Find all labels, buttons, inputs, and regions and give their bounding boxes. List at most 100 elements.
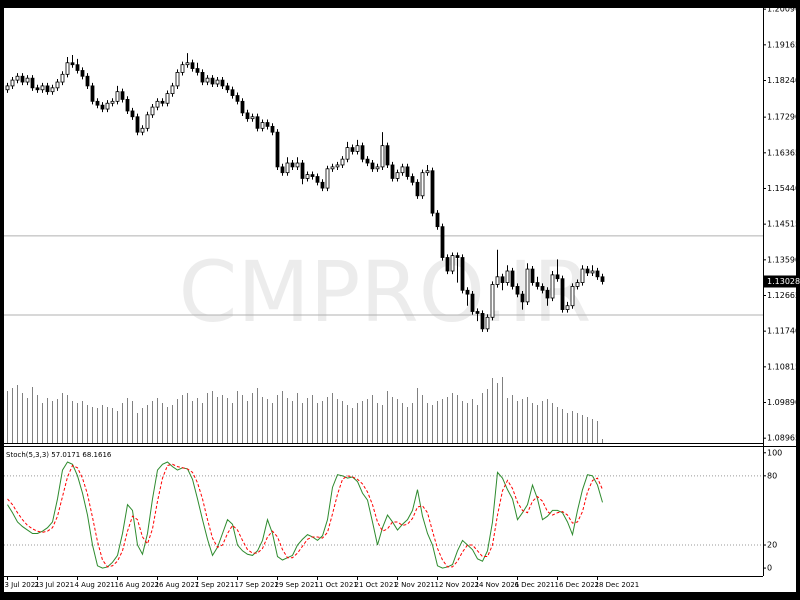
candle-body bbox=[385, 145, 390, 166]
candle-body bbox=[350, 147, 355, 152]
candle-body bbox=[490, 284, 495, 318]
candle-body bbox=[35, 87, 40, 91]
candle-body bbox=[575, 282, 580, 287]
candle-body bbox=[260, 122, 265, 129]
candle-body bbox=[110, 100, 115, 104]
candle-body bbox=[345, 147, 350, 160]
candle-body bbox=[440, 226, 445, 258]
candle-body bbox=[100, 104, 105, 110]
candle-body bbox=[365, 158, 370, 164]
y-tick-label: 100 bbox=[767, 448, 782, 457]
candle-body bbox=[595, 270, 600, 278]
candle-body bbox=[185, 62, 190, 66]
x-tick-label: 4 Aug 2021 bbox=[75, 581, 115, 589]
candle-body bbox=[515, 286, 520, 295]
y-tick-label: 1.15440 bbox=[767, 184, 800, 193]
x-tick-label: 26 Aug 2021 bbox=[155, 581, 200, 589]
candle-body bbox=[310, 174, 315, 177]
x-tick-label: 23 Jul 2021 bbox=[35, 581, 75, 589]
candle-body bbox=[390, 164, 395, 179]
candle-body bbox=[275, 131, 280, 168]
candle-body bbox=[125, 98, 130, 112]
candle-body bbox=[450, 255, 455, 272]
candle-body bbox=[30, 77, 35, 89]
candle-body bbox=[470, 293, 475, 312]
candle-body bbox=[375, 166, 380, 170]
candle-body bbox=[465, 289, 470, 295]
candle-body bbox=[410, 176, 415, 183]
candle-body bbox=[140, 127, 145, 133]
candle-body bbox=[435, 212, 440, 228]
x-tick-label: 6 Dec 2021 bbox=[515, 581, 555, 589]
candle-body bbox=[550, 274, 555, 299]
candle-body bbox=[210, 77, 215, 85]
candle-body bbox=[65, 62, 70, 75]
candle-body bbox=[430, 170, 435, 214]
candle-body bbox=[405, 166, 410, 177]
candle-body bbox=[60, 73, 65, 83]
candle-body bbox=[135, 116, 140, 133]
candle-body bbox=[145, 114, 150, 129]
candle-body bbox=[230, 89, 235, 96]
candle-body bbox=[175, 72, 180, 87]
candle-body bbox=[325, 168, 330, 189]
y-tick-label: 1.17290 bbox=[767, 113, 800, 122]
candle-body bbox=[460, 257, 465, 291]
candle-body bbox=[540, 286, 545, 291]
candle-body bbox=[475, 311, 480, 314]
x-tick-label: 7 Sep 2021 bbox=[195, 581, 235, 589]
candle-body bbox=[500, 276, 505, 283]
y-tick-label: 1.10815 bbox=[767, 362, 800, 371]
candle-body bbox=[70, 62, 75, 66]
candle-body bbox=[285, 162, 290, 174]
candle-body bbox=[105, 102, 110, 110]
candle-body bbox=[225, 85, 230, 91]
candle-body bbox=[485, 316, 490, 330]
candle-body bbox=[355, 145, 360, 152]
x-tick-label: 24 Nov 2021 bbox=[475, 581, 520, 589]
candle-body bbox=[455, 255, 460, 258]
candle-body bbox=[250, 116, 255, 120]
candle-body bbox=[25, 77, 30, 83]
candle-body bbox=[370, 162, 375, 170]
candle-body bbox=[330, 166, 335, 170]
candle-body bbox=[270, 125, 275, 133]
candle-body bbox=[50, 87, 55, 93]
candle-body bbox=[510, 270, 515, 287]
candle-body bbox=[525, 268, 530, 303]
candle-body bbox=[75, 64, 80, 71]
candle-body bbox=[150, 106, 155, 116]
x-tick-label: 29 Sep 2021 bbox=[275, 581, 319, 589]
candle-body bbox=[200, 72, 205, 83]
candle-body bbox=[90, 85, 95, 102]
price-tag bbox=[764, 275, 796, 288]
stochastic-line bbox=[7, 463, 603, 568]
candle-body bbox=[155, 100, 160, 108]
y-tick-label: 20 bbox=[767, 541, 777, 550]
y-tick-label: 0 bbox=[767, 564, 772, 573]
candle-body bbox=[560, 278, 565, 310]
candle-body bbox=[545, 289, 550, 299]
candle-body bbox=[215, 79, 220, 85]
x-tick-label: 17 Sep 2021 bbox=[235, 581, 279, 589]
x-tick-label: 12 Nov 2021 bbox=[435, 581, 480, 589]
y-tick-label: 1.18240 bbox=[767, 76, 800, 85]
candle-body bbox=[130, 110, 135, 118]
candle-body bbox=[120, 91, 125, 100]
y-tick-label: 1.16365 bbox=[767, 148, 800, 157]
candle-body bbox=[40, 85, 45, 91]
candle-body bbox=[255, 116, 260, 129]
candle-body bbox=[415, 181, 420, 197]
candle-body bbox=[335, 164, 340, 168]
candle-body bbox=[300, 162, 305, 179]
x-tick-label: 16 Dec 2021 bbox=[555, 581, 600, 589]
candle-body bbox=[95, 100, 100, 106]
candle-body bbox=[245, 112, 250, 120]
x-tick-label: 11 Oct 2021 bbox=[315, 581, 358, 589]
candle-body bbox=[10, 79, 15, 87]
candle-body bbox=[45, 85, 50, 93]
candle-body bbox=[565, 305, 570, 310]
candle-body bbox=[530, 268, 535, 283]
candle-body bbox=[480, 313, 485, 330]
